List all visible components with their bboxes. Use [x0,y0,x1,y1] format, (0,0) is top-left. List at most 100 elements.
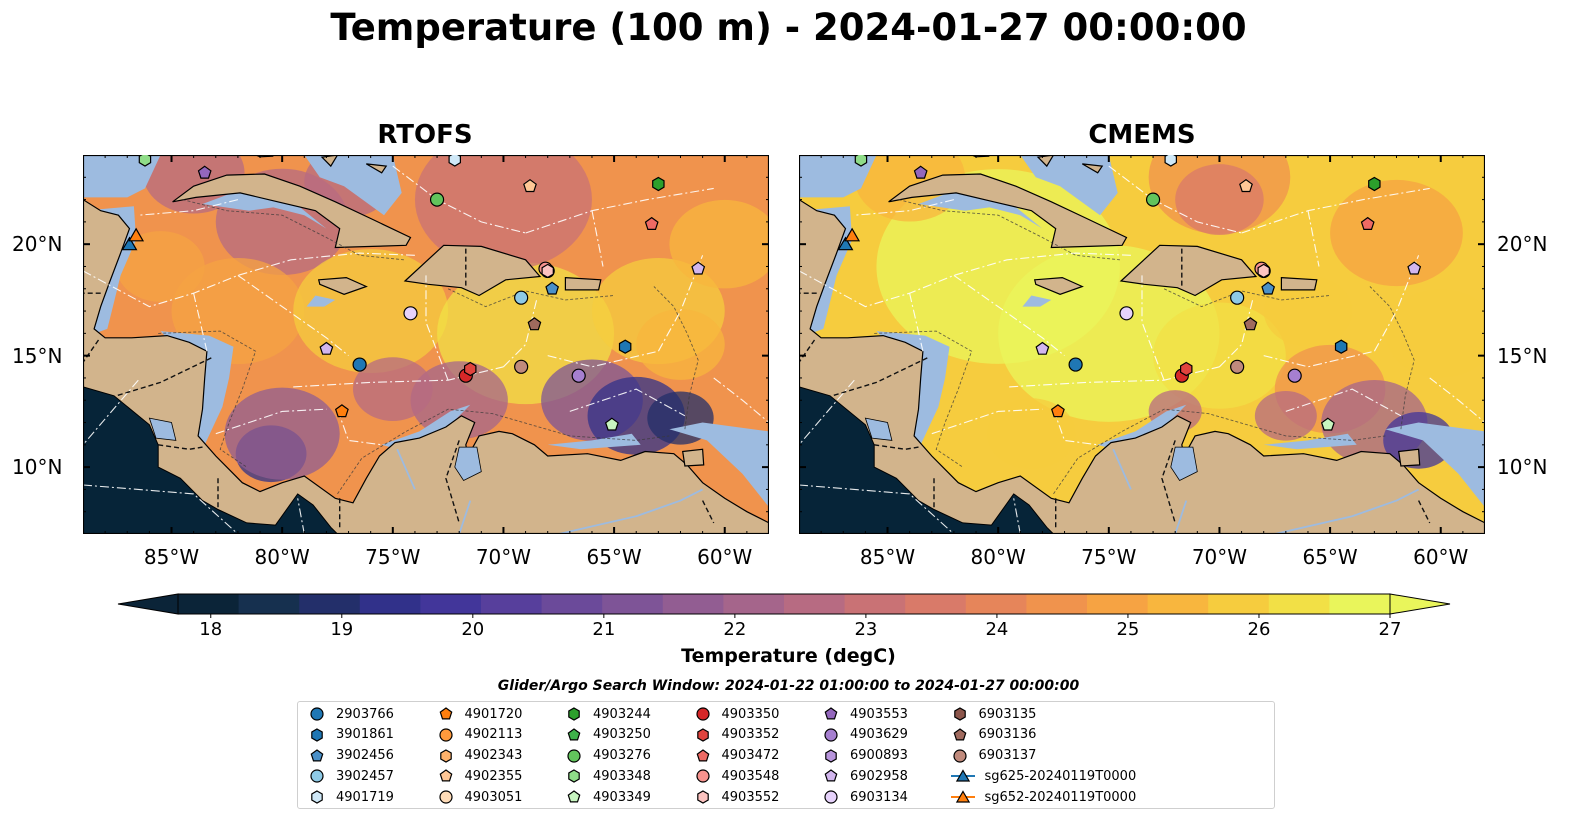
float-marker-3902456 [545,281,560,295]
float-marker-4903349 [1320,417,1335,431]
legend-label: 4903352 [721,727,780,743]
float-marker-2903766 [1068,357,1083,372]
colorbar-segment [1026,594,1088,614]
colorbar-segment [420,594,482,614]
colorbar-segment [1087,594,1149,614]
legend-label: 4903472 [721,748,780,764]
legend-label: 6903137 [978,748,1037,764]
figure-title: Temperature (100 m) - 2024-01-27 00:00:0… [330,6,1247,49]
float-marker-4903352 [464,361,477,377]
colorbar-title: Temperature (degC) [681,645,896,667]
float-marker-6903136 [527,317,542,331]
float-marker-4901720 [334,404,349,418]
float-marker-6902958 [691,261,706,275]
legend-marker-hexagon-icon [825,748,837,763]
legend-label: 4902343 [464,748,523,764]
legend-entry: 4903276 [563,746,651,766]
float-marker-4903552 [541,263,554,279]
colorbar-tick-label: 26 [1247,619,1271,640]
legend-marker-hexagon-icon [568,707,580,721]
legend-label: 4902355 [464,768,523,784]
colorbar-segment [602,594,664,614]
legend-marker-hexagon-icon [696,728,709,742]
float-marker-6902958b [1035,341,1050,355]
float-marker-4903629 [571,368,586,383]
colorbar-segment [1147,594,1209,614]
legend-marker-pentagon-icon [310,748,324,762]
lon-tick-label: 80°W [254,545,310,569]
float-marker-6903137 [1230,359,1245,374]
float-marker-4903553 [913,165,928,179]
float-marker-4903629 [1287,368,1302,383]
legend-label: 4903051 [464,789,523,805]
legend-label: 4903629 [850,727,908,743]
float-marker-3902457 [514,290,529,305]
map-panel-rtofs [83,155,769,534]
legend-label: 4903276 [593,748,651,764]
float-marker-4903276 [1145,192,1161,207]
legend-marker-triangle-line-icon [950,769,975,782]
lat-tick-label: 20°N [12,232,63,257]
float-marker-4903552 [1257,263,1270,279]
legend-marker-pentagon-icon [567,790,581,803]
lat-tick-label: 10°N [12,455,63,480]
float-marker-4903472 [644,216,659,231]
legend-entry: 4901719 [306,787,394,807]
float-marker-6902958 [1407,261,1422,275]
float-marker-4903553 [197,165,212,179]
legend-label: 6903135 [978,706,1037,722]
glider-marker-sg652-20240119T0000 [844,227,861,242]
lon-tick-label: 75°W [365,545,421,569]
legend-entry: 6903136 [949,725,1037,745]
legend-marker-circle-icon [438,790,453,804]
colorbar-segment [844,594,906,614]
legend-entry: 4903350 [692,704,779,724]
lon-tick-label: 70°W [1191,545,1248,569]
lat-tick-label: 20°N [1497,232,1548,257]
float-marker-4901719 [1164,155,1177,167]
lon-tick-label: 65°W [586,545,642,569]
float-marker-6903134 [1119,306,1134,321]
legend-entry: 4902113 [435,725,522,745]
lon-tick-label: 60°W [1413,545,1469,569]
float-marker-4903348 [138,155,152,167]
legend-label: 2903766 [336,706,394,722]
colorbar-segment [723,594,785,614]
lon-tick-label: 70°W [475,545,532,569]
legend-label: 4903552 [721,789,780,805]
legend-label: 6903136 [978,727,1037,743]
legend-marker-circle-icon [695,707,710,721]
legend-marker-pentagon-icon [824,707,838,720]
colorbar-segment [238,594,300,614]
legend-marker-hexagon-icon [311,728,323,742]
float-marker-6903136 [1243,317,1258,331]
lon-tick-label: 65°W [1302,545,1358,569]
legend-entry: 4903051 [435,787,523,807]
colorbar-segment [299,594,361,614]
legend-entry: 4903552 [692,787,780,807]
legend-label: 4901719 [336,789,394,805]
colorbar-tick-label: 22 [723,619,747,640]
lat-tick-label: 10°N [1497,455,1548,480]
legend-label: 4903349 [593,789,651,805]
legend-entry: 4903629 [820,725,908,745]
colorbar-tick-label: 19 [330,619,354,640]
legend-label: 4903244 [593,706,651,722]
colorbar-tick-label: 23 [854,619,878,640]
legend-entry: 3902457 [306,766,394,786]
colorbar-tick-label: 25 [1116,619,1140,640]
legend-label: 3902456 [336,748,394,764]
colorbar-segment [359,594,421,614]
legend-marker-circle-icon [310,707,324,721]
float-marker-3901861 [1334,339,1348,354]
panel-title-rtofs: RTOFS [377,120,473,150]
colorbar-segment [905,594,967,614]
float-marker-2903766 [352,357,367,372]
legend-entry: 4902343 [435,746,523,766]
float-marker-6903137 [514,359,529,374]
legend-entry: 4903250 [563,725,651,745]
float-marker-6902958b [319,341,334,355]
lon-tick-label: 75°W [1081,545,1137,569]
colorbar [117,593,1451,618]
float-marker-4903352 [1180,361,1193,377]
